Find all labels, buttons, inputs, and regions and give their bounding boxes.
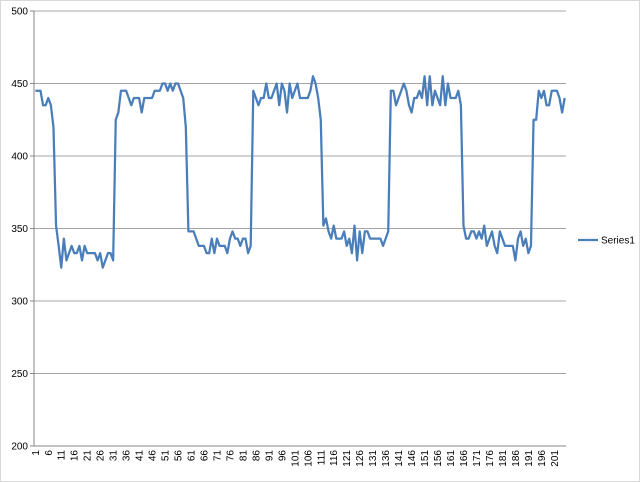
x-tick-label: 126 (355, 450, 366, 467)
y-tick-label: 350 (11, 224, 28, 235)
x-tick-label: 151 (420, 450, 431, 467)
x-tick-label: 121 (342, 450, 353, 467)
x-tick-label: 176 (485, 450, 496, 467)
x-tick-label: 171 (472, 450, 483, 467)
y-tick-label: 200 (11, 442, 28, 453)
y-tick-label: 450 (11, 79, 28, 90)
y-tick-label: 400 (11, 152, 28, 163)
x-tick-label: 71 (212, 450, 223, 462)
x-tick-label: 136 (381, 450, 392, 467)
legend-label: Series1 (601, 236, 635, 247)
x-tick-label: 36 (122, 450, 133, 462)
x-tick-label: 191 (524, 450, 535, 467)
x-tick-label: 181 (498, 450, 509, 467)
x-tick-label: 81 (238, 450, 249, 462)
x-tick-label: 6 (44, 450, 55, 456)
x-tick-label: 161 (446, 450, 457, 467)
x-tick-label: 146 (407, 450, 418, 467)
x-tick-label: 201 (550, 450, 561, 467)
x-tick-label: 61 (187, 450, 198, 462)
x-tick-label: 96 (277, 450, 288, 462)
x-tick-label: 116 (329, 450, 340, 466)
x-tick-label: 106 (303, 450, 314, 467)
x-tick-label: 56 (174, 450, 185, 462)
x-tick-label: 166 (459, 450, 470, 467)
y-tick-label: 300 (11, 297, 28, 308)
x-tick-label: 101 (290, 450, 301, 467)
x-tick-label: 66 (199, 450, 210, 462)
x-tick-label: 76 (225, 450, 236, 462)
line (35, 75, 566, 269)
x-tick-label: 186 (511, 450, 522, 467)
x-tick-label: 111 (316, 450, 327, 466)
x-tick-label: 31 (109, 450, 120, 462)
x-tick-label: 156 (433, 450, 444, 467)
x-tick-label: 21 (83, 450, 94, 462)
x-tick-label: 86 (251, 450, 262, 462)
x-tick-label: 91 (264, 450, 275, 462)
x-tick-label: 16 (70, 450, 81, 462)
x-tick-label: 41 (135, 450, 146, 462)
x-tick-label: 26 (96, 450, 107, 462)
y-tick-label: 500 (11, 7, 28, 18)
x-tick-label: 1 (31, 450, 42, 456)
x-tick-label: 196 (537, 450, 548, 467)
x-tick-label: 131 (368, 450, 379, 467)
x-tick-label: 141 (394, 450, 405, 467)
x-tick-label: 46 (148, 450, 159, 462)
x-tick-label: 51 (161, 450, 172, 462)
x-tick-label: 11 (57, 450, 68, 461)
y-tick-label: 250 (11, 369, 28, 380)
